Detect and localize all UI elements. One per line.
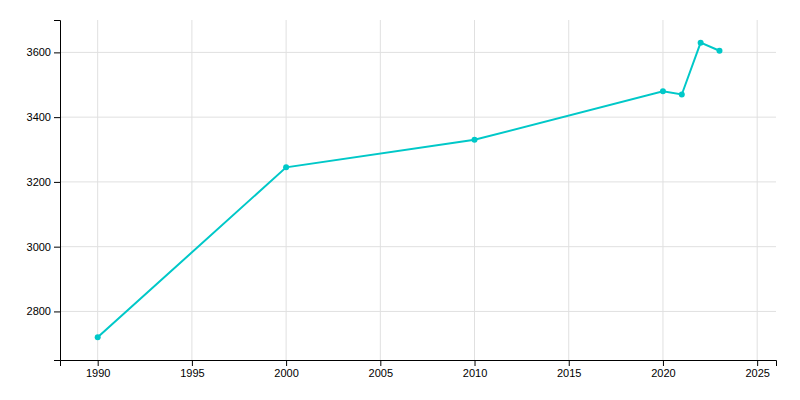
tick-mark	[54, 311, 60, 312]
point	[716, 48, 722, 54]
tick: 3000	[27, 241, 60, 253]
axis-line	[61, 361, 777, 367]
series	[95, 40, 723, 341]
grid-line	[286, 20, 287, 360]
tick-mark	[54, 247, 60, 248]
tick-mark	[380, 360, 381, 366]
tick: 2010	[463, 360, 487, 379]
grid-line	[662, 20, 663, 360]
tick-mark	[54, 117, 60, 118]
point	[660, 88, 666, 94]
point	[283, 164, 289, 170]
tick: 1990	[86, 360, 110, 379]
chart: 1990 1995 2000 2005 2010 2015 2020 2025 2800 3000…	[0, 0, 800, 400]
tick-label: 2000	[274, 367, 298, 379]
tick: 2025	[745, 360, 769, 379]
grid-line	[97, 20, 98, 360]
tick-label: 1995	[180, 367, 204, 379]
tick-mark	[757, 360, 758, 366]
line	[98, 43, 720, 338]
tick: 2000	[274, 360, 298, 379]
tick-label: 3400	[27, 111, 51, 123]
grid-line	[380, 20, 381, 360]
grid-line	[60, 181, 776, 182]
tick-label: 3000	[27, 241, 51, 253]
tick: 3400	[27, 111, 60, 123]
point	[472, 137, 478, 143]
tick: 1995	[180, 360, 204, 379]
tick: 2020	[651, 360, 675, 379]
tick: 2005	[369, 360, 393, 379]
tick-label: 3200	[27, 176, 51, 188]
grid-line	[60, 52, 776, 53]
tick-label: 2020	[651, 367, 675, 379]
plot: 1990 1995 2000 2005 2010 2015 2020 2025 2800 3000…	[27, 20, 777, 379]
grid-line	[60, 311, 776, 312]
grid-line	[757, 20, 758, 360]
point	[95, 334, 101, 340]
grid-line	[191, 20, 192, 360]
point	[698, 40, 704, 46]
grid	[60, 20, 776, 360]
tick-mark	[98, 360, 99, 366]
grid-line	[568, 20, 569, 360]
tick-mark	[475, 360, 476, 366]
tick-label: 2005	[369, 367, 393, 379]
tick-label: 2015	[557, 367, 581, 379]
tick-label: 2010	[463, 367, 487, 379]
x-axis: 1990 1995 2000 2005 2010 2015 2020 2025	[61, 360, 777, 379]
grid-line	[474, 20, 475, 360]
tick-mark	[54, 182, 60, 183]
point	[679, 91, 685, 97]
tick-mark	[569, 360, 570, 366]
grid-line	[60, 246, 776, 247]
tick: 2015	[557, 360, 581, 379]
tick: 3600	[27, 46, 60, 58]
tick: 3200	[27, 176, 60, 188]
tick-mark	[286, 360, 287, 366]
tick-label: 2800	[27, 305, 51, 317]
y-axis: 2800 3000 3200 3400 3600	[27, 21, 61, 361]
axis-line	[54, 21, 61, 361]
tick-mark	[54, 52, 60, 53]
tick-label: 1990	[86, 367, 110, 379]
tick-label: 3600	[27, 46, 51, 58]
tick: 2800	[27, 305, 60, 317]
tick-mark	[663, 360, 664, 366]
tick-label: 2025	[745, 367, 769, 379]
tick-mark	[192, 360, 193, 366]
grid-line	[60, 117, 776, 118]
